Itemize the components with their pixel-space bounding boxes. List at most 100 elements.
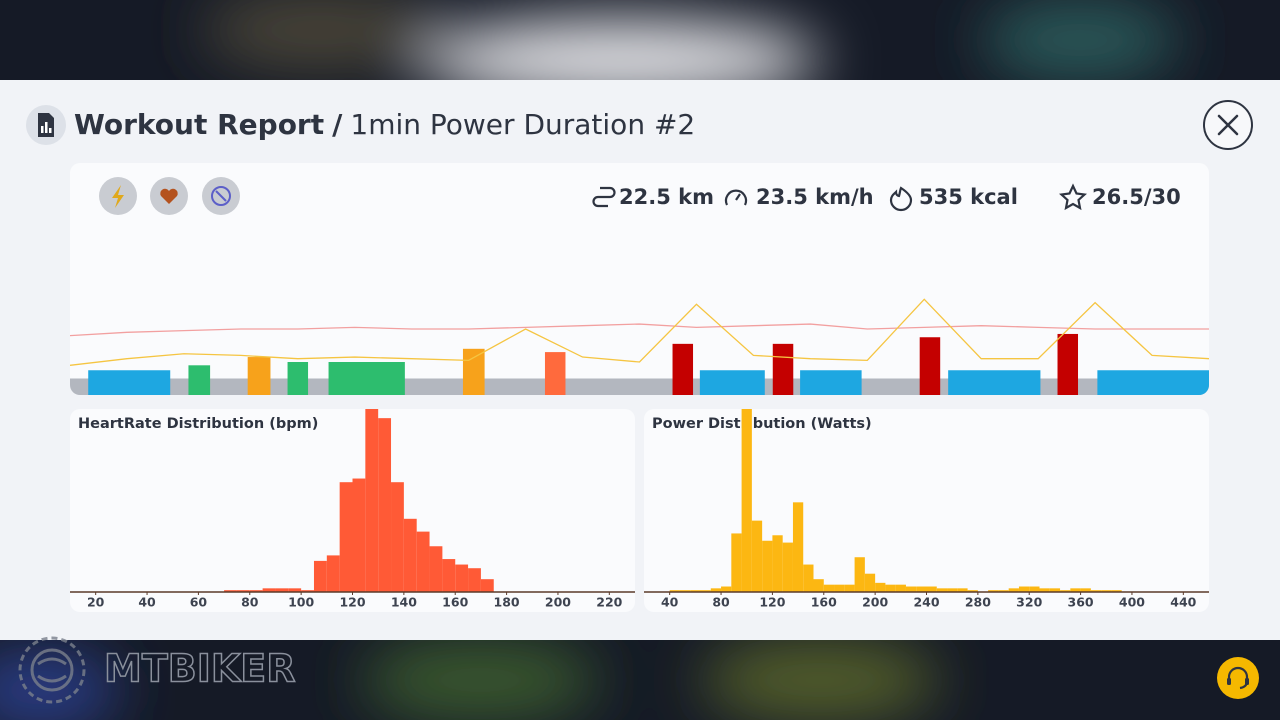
histogram-bar bbox=[480, 579, 494, 592]
x-tick-label: 80 bbox=[241, 595, 259, 610]
x-tick-label: 60 bbox=[190, 595, 208, 610]
histogram-bar bbox=[669, 590, 680, 592]
histogram-bar bbox=[1111, 590, 1122, 592]
histogram-bar bbox=[1060, 590, 1071, 592]
x-tick-label: 360 bbox=[1068, 595, 1094, 610]
histogram-bar bbox=[926, 586, 937, 592]
histogram-bar bbox=[947, 588, 958, 592]
histogram-bar bbox=[1039, 588, 1050, 592]
histogram-bar bbox=[679, 590, 691, 592]
histogram-bar bbox=[429, 546, 443, 592]
x-tick-label: 120 bbox=[759, 595, 785, 610]
histogram-bar bbox=[998, 590, 1009, 592]
title: Workout Report bbox=[74, 108, 324, 141]
histogram-bar bbox=[1090, 590, 1102, 592]
histogram-bar bbox=[854, 557, 865, 592]
zone-interval bbox=[800, 370, 862, 395]
histogram-bar bbox=[895, 584, 906, 592]
watermark: MTBIKER bbox=[104, 647, 296, 691]
histogram-bar bbox=[416, 531, 430, 592]
histogram-bar bbox=[741, 409, 752, 592]
speed-icon bbox=[724, 189, 748, 206]
hr-histogram: HeartRate Distribution (bpm) 20 40 60 80 100 1… bbox=[70, 409, 635, 610]
histogram-bar bbox=[916, 586, 927, 592]
zone-interval bbox=[772, 343, 794, 395]
x-tick-label: 240 bbox=[913, 595, 939, 610]
histogram-bar bbox=[710, 588, 722, 592]
histogram-bar bbox=[262, 588, 276, 592]
histogram-bar bbox=[1101, 590, 1112, 592]
histogram-bar bbox=[751, 520, 763, 592]
zone-interval bbox=[672, 343, 694, 395]
histogram-bar bbox=[468, 568, 481, 592]
histogram-bar bbox=[864, 573, 876, 592]
histogram-bar bbox=[782, 542, 793, 592]
x-tick-label: 220 bbox=[596, 595, 622, 610]
histogram-bar bbox=[772, 535, 783, 592]
histogram-bar bbox=[823, 584, 835, 592]
histogram-bar bbox=[967, 590, 978, 592]
zone-interval bbox=[88, 370, 171, 395]
zone-interval bbox=[462, 348, 485, 395]
calories-icon bbox=[889, 186, 913, 212]
trace-line bbox=[70, 298, 1209, 366]
close-button[interactable] bbox=[1203, 100, 1253, 150]
histogram-bar bbox=[792, 502, 804, 592]
histogram-bar bbox=[1008, 588, 1019, 592]
histogram-bar bbox=[1070, 588, 1081, 592]
zone-interval bbox=[948, 370, 1041, 395]
zone-interval bbox=[247, 357, 271, 395]
histogram-bar bbox=[803, 564, 814, 592]
speed: 23.5 km/h bbox=[756, 185, 874, 209]
x-tick-label: 180 bbox=[494, 595, 520, 610]
power-panel bbox=[644, 409, 1209, 612]
histogram-title: HeartRate Distribution (bpm) bbox=[78, 416, 318, 432]
histogram-bar bbox=[313, 560, 327, 592]
histogram-bar bbox=[275, 588, 289, 592]
histogram-bar bbox=[905, 586, 917, 592]
heart-toggle[interactable] bbox=[150, 177, 188, 215]
histogram-bar bbox=[1049, 588, 1061, 592]
timeline-chart bbox=[70, 298, 1209, 395]
support-button[interactable] bbox=[1217, 657, 1259, 699]
histogram-bar bbox=[844, 584, 855, 592]
x-tick-label: 40 bbox=[138, 595, 156, 610]
separator: / bbox=[332, 108, 343, 141]
report-icon-glyph bbox=[38, 113, 54, 137]
histogram-bar bbox=[455, 564, 469, 592]
histogram-bar bbox=[988, 590, 999, 592]
cadence-toggle[interactable] bbox=[202, 177, 240, 215]
histogram-bar bbox=[391, 482, 404, 592]
histogram-bar bbox=[1080, 588, 1091, 592]
x-tick-label: 120 bbox=[339, 595, 365, 610]
calories: 535 kcal bbox=[919, 185, 1018, 209]
zone-interval bbox=[1097, 370, 1209, 395]
power-toggle[interactable] bbox=[99, 177, 137, 215]
score: 26.5/30 bbox=[1092, 185, 1181, 209]
x-tick-label: 140 bbox=[391, 595, 417, 610]
histogram-bar bbox=[721, 586, 732, 592]
histogram-bar bbox=[378, 418, 392, 592]
histogram-title: Power Distribution (Watts) bbox=[652, 416, 872, 432]
x-tick-label: 200 bbox=[862, 595, 888, 610]
x-tick-label: 100 bbox=[288, 595, 314, 610]
histogram-bar bbox=[834, 584, 845, 592]
x-tick-label: 40 bbox=[661, 595, 679, 610]
histogram-bar bbox=[1029, 586, 1040, 592]
power-histogram: Power Distribution (Watts) 40 80 120 160 200 2… bbox=[644, 409, 1209, 610]
x-tick-label: 200 bbox=[545, 595, 571, 610]
distance-icon bbox=[592, 186, 616, 208]
histogram-bar bbox=[813, 579, 824, 592]
histogram-bar bbox=[1018, 586, 1030, 592]
zone-interval bbox=[328, 362, 405, 395]
x-tick-label: 440 bbox=[1170, 595, 1196, 610]
histogram-bar bbox=[936, 588, 948, 592]
x-tick-label: 20 bbox=[87, 595, 105, 610]
x-tick-label: 400 bbox=[1119, 595, 1145, 610]
x-tick-label: 80 bbox=[712, 595, 730, 610]
zone-interval bbox=[544, 352, 566, 395]
histogram-bar bbox=[301, 590, 314, 592]
histogram-bar bbox=[700, 590, 711, 592]
